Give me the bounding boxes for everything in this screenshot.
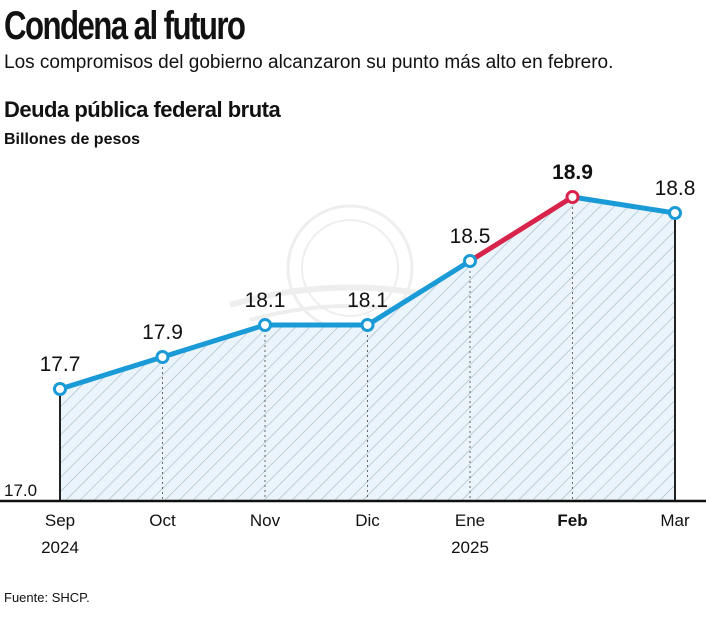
x-tick-label: Mar <box>660 511 690 530</box>
data-label: 18.1 <box>245 289 286 312</box>
data-point <box>155 350 170 364</box>
data-label: 18.1 <box>347 289 388 312</box>
data-point <box>668 206 682 220</box>
x-tick-label: Nov <box>250 511 281 530</box>
x-tick-label: 2024 <box>41 538 79 557</box>
data-point <box>53 382 67 396</box>
x-tick-label: Dic <box>355 511 380 530</box>
series-line-segment <box>160 322 268 360</box>
baseline-value-label: 17.0 <box>4 481 37 500</box>
series-line-segment <box>467 194 575 264</box>
data-label: 18.5 <box>450 225 491 248</box>
x-tick-label: Ene <box>455 511 485 530</box>
chart-title: Deuda pública federal bruta <box>4 97 281 122</box>
data-point <box>258 318 272 332</box>
headline: Condena al futuro <box>4 4 246 48</box>
data-point <box>360 318 375 332</box>
series-line-segment <box>365 258 473 328</box>
data-label: 18.8 <box>655 177 696 200</box>
chart-unit-label: Billones de pesos <box>4 131 141 148</box>
series-line-segment <box>570 194 678 216</box>
data-point <box>565 190 580 204</box>
x-tick-label: Oct <box>149 511 176 530</box>
subhead: Los compromisos del gobierno alcanzaron … <box>4 52 614 73</box>
x-tick-label: Sep <box>45 511 75 530</box>
source-note: Fuente: SHCP. <box>4 590 90 605</box>
data-label: 17.9 <box>142 321 183 344</box>
area-fill <box>60 197 675 501</box>
x-tick-label: Feb <box>557 511 587 530</box>
x-tick-label: 2025 <box>451 538 489 557</box>
series-line-segment <box>57 354 165 392</box>
data-label: 18.9 <box>552 161 593 184</box>
data-point <box>463 254 477 268</box>
data-label: 17.7 <box>40 353 81 376</box>
